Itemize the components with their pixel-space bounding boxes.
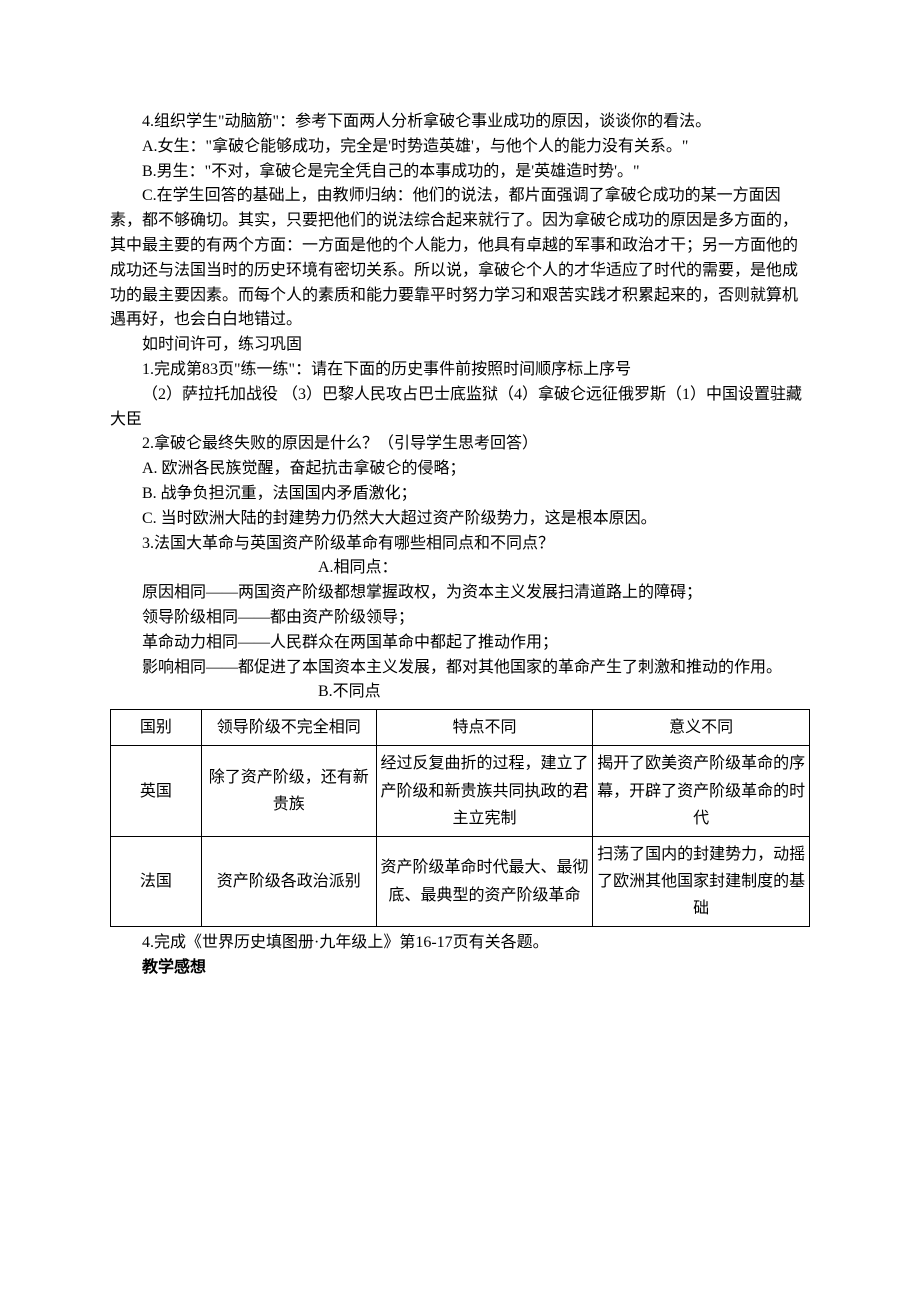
- subheading-a: A.相同点：: [110, 556, 810, 581]
- paragraph: 3.法国大革命与英国资产阶级革命有哪些相同点和不同点？: [110, 532, 810, 557]
- subheading-b: B.不同点: [110, 680, 810, 705]
- paragraph: 1.完成第83页"练一练"：请在下面的历史事件前按照时间顺序标上序号: [110, 358, 810, 383]
- table-cell: 资产阶级各政治派别: [201, 836, 376, 927]
- paragraph: 如时间许可，练习巩固: [110, 333, 810, 358]
- table-cell: 扫荡了国内的封建势力，动摇了欧洲其他国家封建制度的基础: [593, 836, 810, 927]
- paragraph: （2）萨拉托加战役 （3）巴黎人民攻占巴士底监狱（4）拿破仑远征俄罗斯（1）中国…: [110, 383, 810, 433]
- paragraph: C.在学生回答的基础上，由教师归纳：他们的说法，都片面强调了拿破仑成功的某一方面…: [110, 184, 810, 333]
- table-cell: 揭开了欧美资产阶级革命的序幕，开辟了资产阶级革命的时代: [593, 746, 810, 837]
- paragraph: B. 战争负担沉重，法国国内矛盾激化；: [110, 482, 810, 507]
- paragraph: 领导阶级相同——都由资产阶级领导；: [110, 606, 810, 631]
- paragraph: 4.组织学生"动脑筋"：参考下面两人分析拿破仑事业成功的原因，谈谈你的看法。: [110, 110, 810, 135]
- table-cell: 资产阶级革命时代最大、最彻底、最典型的资产阶级革命: [376, 836, 593, 927]
- paragraph: 影响相同——都促进了本国资本主义发展，都对其他国家的革命产生了刺激和推动的作用。: [110, 656, 810, 681]
- paragraph: B.男生："不对，拿破仑是完全凭自己的本事成功的，是'英雄造时势'。": [110, 160, 810, 185]
- paragraph: 4.完成《世界历史填图册·九年级上》第16-17页有关各题。: [110, 931, 810, 956]
- table-header: 特点不同: [376, 710, 593, 746]
- table-header-row: 国别 领导阶级不完全相同 特点不同 意义不同: [111, 710, 810, 746]
- paragraph: A. 欧洲各民族觉醒，奋起抗击拿破仑的侵略；: [110, 457, 810, 482]
- table-cell: 法国: [111, 836, 202, 927]
- table-cell: 经过反复曲折的过程，建立了产阶级和新贵族共同执政的君主立宪制: [376, 746, 593, 837]
- paragraph: C. 当时欧洲大陆的封建势力仍然大大超过资产阶级势力，这是根本原因。: [110, 507, 810, 532]
- table-row: 英国 除了资产阶级，还有新贵族 经过反复曲折的过程，建立了产阶级和新贵族共同执政…: [111, 746, 810, 837]
- paragraph: 革命动力相同——人民群众在两国革命中都起了推动作用；: [110, 631, 810, 656]
- paragraph: 2.拿破仑最终失败的原因是什么？（引导学生思考回答）: [110, 432, 810, 457]
- comparison-table: 国别 领导阶级不完全相同 特点不同 意义不同 英国 除了资产阶级，还有新贵族 经…: [110, 709, 810, 927]
- paragraph: 原因相同——两国资产阶级都想掌握政权，为资本主义发展扫清道路上的障碍；: [110, 581, 810, 606]
- table-row: 法国 资产阶级各政治派别 资产阶级革命时代最大、最彻底、最典型的资产阶级革命 扫…: [111, 836, 810, 927]
- table-header: 国别: [111, 710, 202, 746]
- paragraph: A.女生："拿破仑能够成功，完全是'时势造英雄'，与他个人的能力没有关系。": [110, 135, 810, 160]
- table-header: 意义不同: [593, 710, 810, 746]
- table-cell: 英国: [111, 746, 202, 837]
- section-heading: 教学感想: [110, 956, 810, 981]
- table-header: 领导阶级不完全相同: [201, 710, 376, 746]
- table-cell: 除了资产阶级，还有新贵族: [201, 746, 376, 837]
